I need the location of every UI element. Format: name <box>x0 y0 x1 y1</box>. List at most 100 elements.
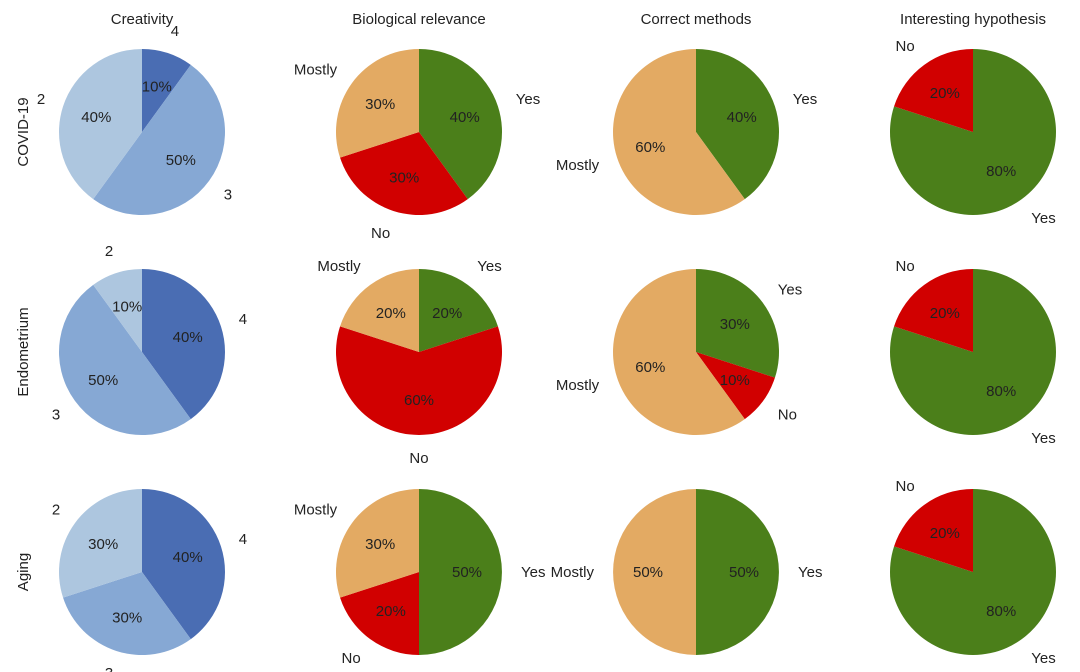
pie-endometrium-creativity: 40% 4 50% 3 10% 2 <box>52 243 247 436</box>
slice-category-label: No <box>778 406 797 423</box>
slice-category-label: No <box>342 650 361 667</box>
column-title-correct-methods: Correct methods <box>641 11 752 28</box>
pie-covid-19-interesting-hypothesis: 80% Yes 20% No <box>889 38 1056 227</box>
slice-category-label: Yes <box>1031 210 1055 227</box>
pie-slice-mostly <box>335 489 419 598</box>
pie-endometrium-correct-methods: 30% Yes 10% No 60% Mostly <box>556 269 802 435</box>
row-label-aging: Aging <box>15 553 32 591</box>
slice-percent-label: 60% <box>635 359 665 376</box>
slice-category-label: Yes <box>1031 430 1055 447</box>
slice-category-label: No <box>371 225 390 242</box>
column-titles: Creativity Biological relevance Correct … <box>111 11 1046 28</box>
column-title-biological-relevance: Biological relevance <box>352 11 485 28</box>
slice-percent-label: 10% <box>112 298 142 315</box>
pie-slice-mostly <box>613 49 745 216</box>
slice-category-label: Mostly <box>556 377 600 394</box>
pie-slice-yes <box>419 489 502 655</box>
row-label-covid-19: COVID-19 <box>15 97 32 166</box>
slice-category-label: 2 <box>52 502 60 519</box>
pie-covid-19-biological-relevance: 40% Yes 30% No 30% Mostly <box>294 48 540 242</box>
slice-percent-label: 40% <box>173 329 203 346</box>
slice-percent-label: 30% <box>365 96 395 113</box>
pie-slice-no <box>894 269 973 352</box>
slice-percent-label: 30% <box>88 536 118 553</box>
slice-category-label: 4 <box>239 311 247 328</box>
pie-slice-2 <box>58 49 142 200</box>
slice-percent-label: 30% <box>720 316 750 333</box>
slice-category-label: Yes <box>798 564 822 581</box>
pie-slice-no <box>336 326 502 435</box>
pie-slice-yes <box>419 48 503 200</box>
pies: 10% 4 50% 3 40% 2 40% Yes 30% No 30% Mostly 40% Yes 60… <box>37 23 1056 672</box>
slice-percent-label: 20% <box>376 305 406 322</box>
slice-percent-label: 50% <box>88 372 118 389</box>
slice-percent-label: 30% <box>112 610 142 627</box>
slice-category-label: 3 <box>105 665 113 672</box>
slice-category-label: 3 <box>224 186 232 203</box>
slice-category-label: No <box>896 258 915 275</box>
pie-slice-yes <box>419 269 498 352</box>
slice-category-label: 4 <box>239 531 247 548</box>
slice-category-label: Yes <box>477 258 501 275</box>
slice-percent-label: 40% <box>450 109 480 126</box>
pie-slice-3 <box>93 64 226 216</box>
slice-category-label: Yes <box>778 282 802 299</box>
slice-percent-label: 30% <box>365 536 395 553</box>
pie-slice-2 <box>58 489 142 598</box>
slice-percent-label: 20% <box>376 603 406 620</box>
pie-slice-3 <box>58 284 191 436</box>
slice-percent-label: 40% <box>727 109 757 126</box>
pie-slice-no <box>894 48 973 132</box>
slice-percent-label: 20% <box>930 525 960 542</box>
pie-aging-biological-relevance: 50% Yes 20% No 30% Mostly <box>294 489 545 667</box>
slice-category-label: 2 <box>105 243 113 260</box>
pie-slice-2 <box>93 269 142 352</box>
slice-percent-label: 20% <box>930 305 960 322</box>
slice-category-label: No <box>896 478 915 495</box>
pie-slice-yes <box>889 49 1056 216</box>
slice-percent-label: 50% <box>729 564 759 581</box>
slice-percent-label: 40% <box>81 109 111 126</box>
slice-percent-label: 20% <box>432 305 462 322</box>
slice-category-label: Mostly <box>551 564 595 581</box>
row-label-endometrium: Endometrium <box>15 307 32 396</box>
slice-percent-label: 30% <box>389 170 419 187</box>
slice-category-label: Mostly <box>556 157 600 174</box>
slice-percent-label: 50% <box>633 564 663 581</box>
pie-slice-4 <box>142 269 226 420</box>
slice-percent-label: 10% <box>142 78 172 95</box>
pie-slice-yes <box>696 269 780 378</box>
slice-category-label: Yes <box>521 564 545 581</box>
pie-slice-yes <box>696 489 779 655</box>
pie-covid-19-correct-methods: 40% Yes 60% Mostly <box>556 49 817 216</box>
pie-slice-yes <box>889 269 1056 435</box>
column-title-interesting-hypothesis: Interesting hypothesis <box>900 11 1046 28</box>
pie-aging-creativity: 40% 4 30% 3 30% 2 <box>52 488 247 672</box>
slice-percent-label: 80% <box>986 163 1016 180</box>
slice-percent-label: 50% <box>452 564 482 581</box>
column-title-creativity: Creativity <box>111 11 174 28</box>
pie-endometrium-interesting-hypothesis: 80% Yes 20% No <box>889 258 1056 447</box>
slice-percent-label: 60% <box>404 392 434 409</box>
pie-slice-yes <box>889 489 1056 655</box>
slice-percent-label: 20% <box>930 85 960 102</box>
slice-percent-label: 40% <box>173 549 203 566</box>
pie-aging-interesting-hypothesis: 80% Yes 20% No <box>889 478 1056 667</box>
pie-endometrium-biological-relevance: 20% Yes 60% No 20% Mostly <box>317 258 502 467</box>
pie-slice-mostly <box>613 489 696 655</box>
slice-category-label: Mostly <box>294 62 338 79</box>
slice-percent-label: 10% <box>720 372 750 389</box>
pie-slice-no <box>340 132 468 216</box>
pie-slice-no <box>340 572 419 655</box>
row-labels: COVID-19 Endometrium Aging <box>15 97 32 591</box>
pie-slice-mostly <box>613 269 745 435</box>
pie-slice-yes <box>696 49 780 200</box>
slice-category-label: Mostly <box>294 502 338 519</box>
slice-percent-label: 50% <box>166 152 196 169</box>
pie-slice-no <box>894 489 973 572</box>
pie-covid-19-creativity: 10% 4 50% 3 40% 2 <box>37 23 232 216</box>
slice-category-label: Yes <box>793 91 817 108</box>
slice-category-label: No <box>409 450 428 467</box>
pie-slice-mostly <box>335 49 419 158</box>
